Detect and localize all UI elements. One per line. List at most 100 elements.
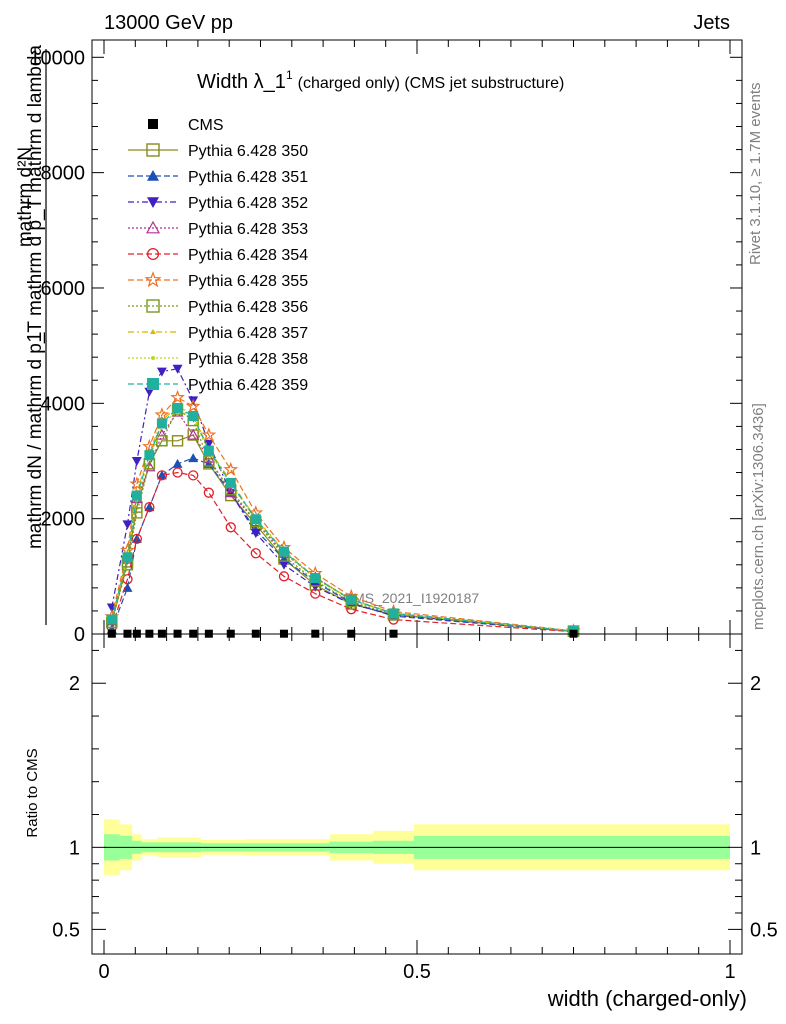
data-marker [203,445,214,456]
data-marker [156,470,167,480]
x-tick-label: 0 [98,961,109,983]
data-marker [188,453,199,463]
data-marker [122,520,133,530]
data-marker [171,435,184,447]
series-line [111,408,574,632]
analysis-watermark: CMS_2021_I1920187 [343,590,479,606]
data-marker [156,470,168,481]
data-marker [156,367,167,377]
ratio-y-label: Ratio to CMS [24,748,41,837]
data-marker [147,197,159,208]
x-axis-label: width (charged-only) [547,986,747,1011]
data-marker [172,458,183,468]
data-marker [203,455,215,467]
legend-label: Pythia 6.428 354 [188,247,308,264]
y-label-denominator: mathrm dN / mathrm d p_T mathrm d p_T ma… [25,45,46,549]
data-marker [106,614,117,625]
series-pythia-6-428-351 [106,453,579,636]
ratio-axis-ticks: 0.5 0.5 1 1 2 2 [52,649,778,941]
data-marker [147,170,159,181]
series-layer [104,364,581,638]
legend: CMS Pythia 6.428 350 Pythia 6.428 351 Pythi… [128,117,308,394]
data-marker [150,329,156,334]
y-tick-label: 0 [74,624,85,646]
y-tick-label: 4000 [41,393,86,415]
ratio-bands [104,819,730,876]
y-tick-label: 8000 [41,163,86,185]
ratio-y-tick-label-right: 1 [750,837,761,859]
legend-label: Pythia 6.428 358 [188,351,308,368]
legend-label: Pythia 6.428 356 [188,299,308,316]
data-marker [131,507,143,519]
y-tick-label: 2000 [41,509,86,531]
plot-title: Width λ_11 (charged only) (CMS jet substr… [197,68,564,93]
data-marker [310,582,321,592]
legend-item: Pythia 6.428 353 [128,220,308,238]
data-marker [250,529,261,539]
data-marker [310,573,321,584]
data-marker [202,451,215,463]
main-axis-ticks: 0 2000 4000 6000 8000 10000 [29,40,742,954]
series-pythia-6-428-354 [106,467,579,637]
y-tick-label: 6000 [41,278,86,300]
ratio-y-tick-label: 2 [69,673,80,695]
x-tick-labels: 0 0.5 1 [98,961,735,983]
data-marker [224,486,237,498]
data-marker [250,548,261,559]
ratio-y-tick-label: 0.5 [52,919,80,941]
data-marker [131,490,142,501]
legend-item: Pythia 6.428 351 [128,169,308,186]
y-tick-label: 10000 [29,47,85,69]
legend-item: Pythia 6.428 357 [128,325,308,342]
data-marker [250,514,261,525]
rivet-version-label: Rivet 3.1.10, ≥ 1.7M events [747,83,764,266]
data-marker [388,608,399,619]
category-label: Jets [693,12,730,34]
data-marker [131,456,142,466]
data-marker [188,411,199,422]
legend-item: CMS [148,117,224,134]
data-marker [131,533,143,544]
data-marker [144,450,155,461]
data-marker [146,299,160,313]
series-line [111,471,574,633]
data-marker [223,461,239,476]
legend-label: Pythia 6.428 352 [188,195,308,212]
data-marker [172,364,183,374]
data-marker [346,594,357,605]
x-tick-label: 1 [724,961,735,983]
legend-label: Pythia 6.428 357 [188,325,308,342]
data-marker [187,428,200,440]
ratio-plot-frame [91,633,743,955]
process-label: 13000 GeV pp [104,12,233,34]
data-marker [144,501,155,513]
mcplots-label: mcplots.cern.ch [arXiv:1306.3436] [750,403,767,630]
data-marker [278,560,289,570]
data-marker [188,470,199,481]
series-line [111,410,574,632]
data-marker [172,402,183,413]
data-marker [170,389,185,404]
data-marker [151,356,155,360]
ratio-y-tick-label-right: 2 [750,673,761,695]
legend-item: Pythia 6.428 352 [128,195,308,212]
ratio-y-tick-label-right: 0.5 [750,919,778,941]
data-marker [203,487,215,498]
y-label-top: mathrm d²N [15,147,36,247]
data-marker [278,546,289,557]
data-marker [156,435,168,447]
data-marker [201,427,217,442]
data-marker [145,220,161,234]
data-marker [144,387,155,397]
data-marker [156,418,167,429]
data-marker [146,143,160,157]
data-marker [225,488,236,498]
data-marker [346,604,357,615]
data-marker [185,398,201,413]
x-tick-label: 0.5 [403,961,431,983]
legend-label: CMS [188,117,224,134]
data-marker [146,247,160,261]
legend-item: Pythia 6.428 358 [128,351,308,368]
data-marker [225,477,236,488]
